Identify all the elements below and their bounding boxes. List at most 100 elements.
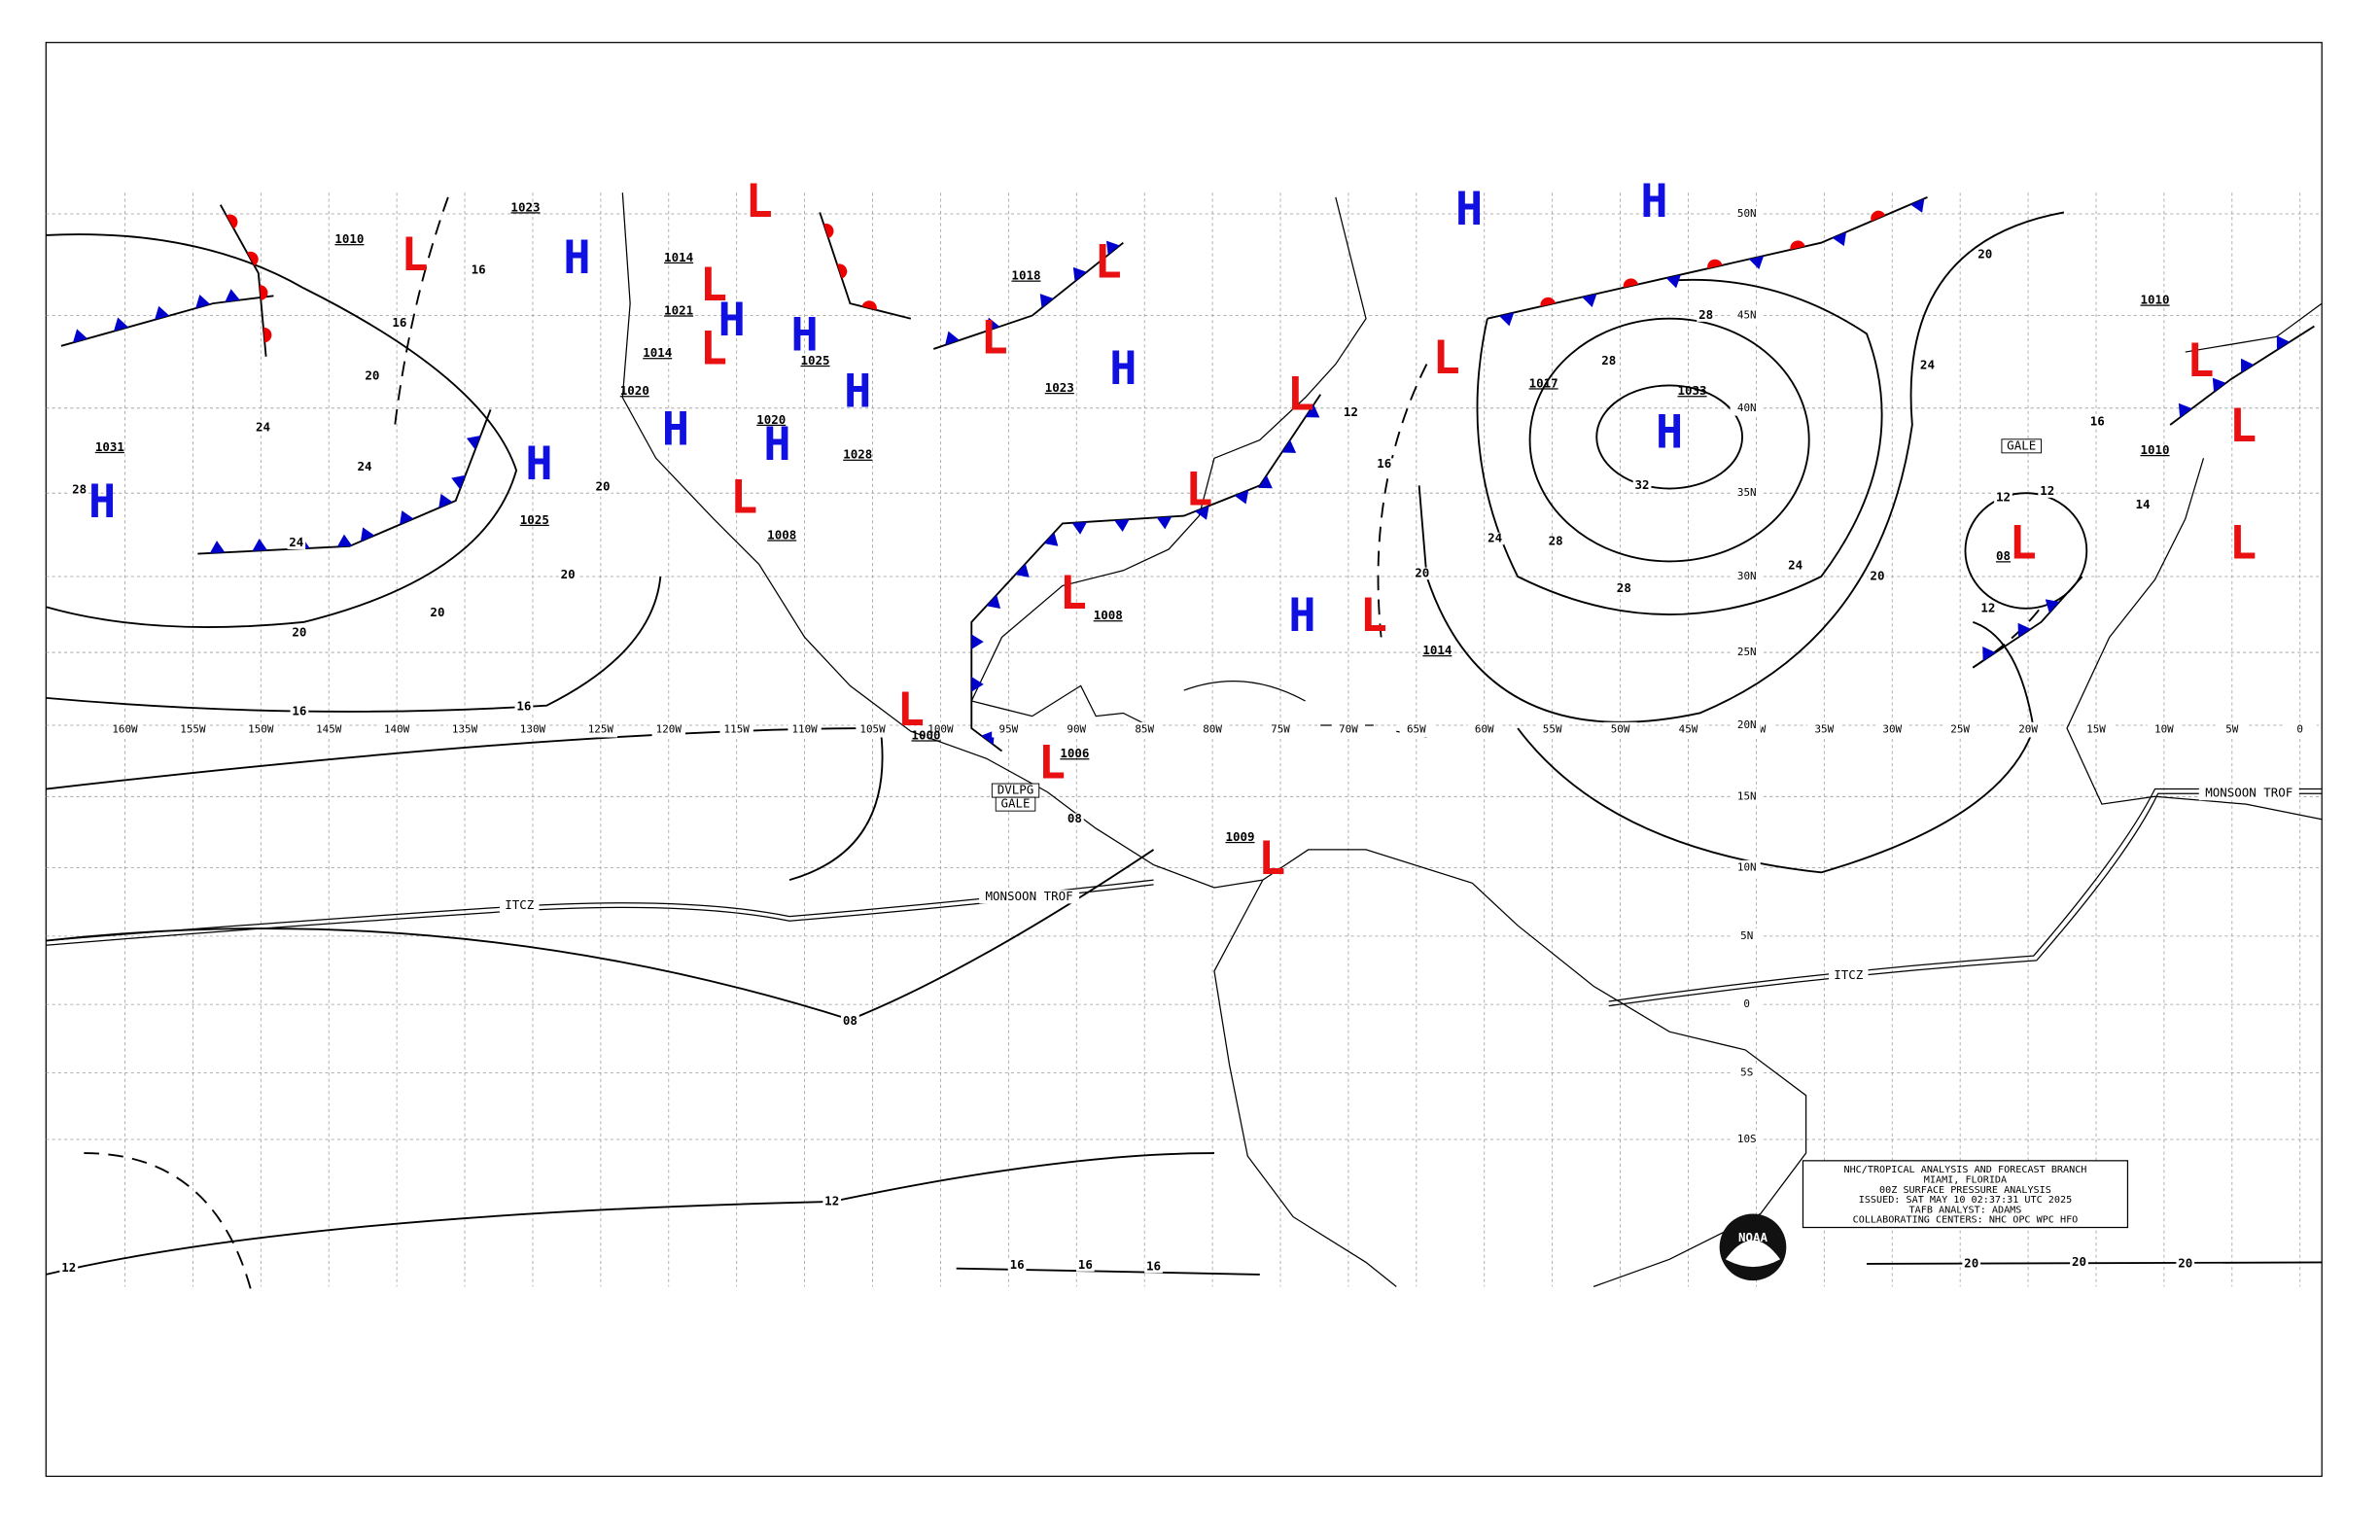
lat-label: 40N — [1737, 402, 1757, 414]
central-pressure: 1025 — [801, 353, 830, 368]
cold-front-symbol — [1748, 256, 1765, 270]
pressure-center-symbol: L — [700, 324, 727, 376]
lat-label: 0 — [1743, 998, 1750, 1010]
lon-label-box — [1331, 721, 1366, 738]
lon-label-box — [379, 721, 414, 738]
isobar-label: 28 — [1549, 534, 1563, 548]
central-pressure: 1020 — [756, 412, 786, 427]
isobar-label: 24 — [1488, 531, 1502, 545]
lat-label: 5N — [1740, 929, 1753, 942]
cold-front-symbol — [225, 289, 240, 302]
lat-label-box — [1730, 788, 1761, 805]
isobar-label: 08 — [843, 1013, 858, 1028]
lon-label: 135W — [452, 723, 478, 736]
warm-front-symbol — [259, 285, 268, 300]
lon-label-box — [447, 721, 482, 738]
warm-front-symbol — [1540, 297, 1556, 307]
cold-front-symbol — [2212, 377, 2226, 393]
warm-front-symbol — [262, 327, 272, 343]
isobar-label: 14 — [2136, 497, 2151, 511]
lon-label-box — [1128, 721, 1162, 738]
lat-label: 25N — [1737, 646, 1757, 658]
pressure-center-symbol: L — [2187, 335, 2214, 388]
cold-front-symbol — [981, 730, 995, 745]
lon-label: 90W — [1067, 723, 1086, 736]
cold-front-symbol — [1071, 521, 1088, 535]
lon-label: 70W — [1339, 723, 1358, 736]
info-box: NOAA — [1719, 1160, 2129, 1281]
central-pressure: 1006 — [1060, 746, 1089, 760]
isobar-label-box — [2087, 415, 2107, 429]
cold-front-symbol — [1156, 516, 1172, 530]
central-pressure: 1008 — [1094, 608, 1123, 622]
pressure-center-symbol: H — [718, 295, 746, 347]
lat-label: 15N — [1737, 789, 1757, 802]
isobar-label-box — [1144, 1260, 1163, 1274]
pressure-center-symbol: H — [844, 366, 871, 418]
pressure-center-symbol: L — [897, 684, 925, 737]
lat-label-box — [1730, 928, 1761, 944]
lon-label-box — [2011, 721, 2046, 738]
lon-label: 155W — [180, 723, 206, 736]
lon-label: 50W — [1611, 723, 1630, 736]
lon-label: 160W — [112, 723, 138, 736]
central-pressure: 1025 — [520, 512, 549, 527]
lon-label-box — [924, 721, 958, 738]
itcz-band — [46, 879, 1154, 946]
cold-front-symbol — [1305, 404, 1320, 418]
warm-front-symbol — [247, 251, 259, 266]
cold-front-symbol — [1195, 506, 1209, 520]
lon-label: 5W — [2225, 723, 2239, 736]
isobar-label-box — [2176, 1257, 2195, 1271]
lat-label-box — [1730, 206, 1761, 222]
isobar-label: 12 — [1996, 489, 2011, 504]
central-pressure: 1010 — [334, 231, 364, 246]
isobar-label: 20 — [2178, 1255, 2192, 1270]
coast-gulf — [970, 196, 1367, 729]
front-line — [1972, 576, 2083, 669]
isobar-label-box — [1007, 1259, 1027, 1272]
cold-front-symbol — [2017, 622, 2031, 638]
isobar-label-box — [469, 263, 488, 277]
lat-label: 50N — [1737, 207, 1757, 220]
pressure-center-symbol: L — [1258, 833, 1285, 886]
lat-label-box — [1730, 718, 1761, 733]
central-pressure: 1014 — [664, 250, 693, 264]
isobar-label: 12 — [824, 1193, 839, 1208]
isobar-label: 24 — [1920, 358, 1935, 372]
lon-label-box — [515, 721, 550, 738]
isobar-label-box — [1994, 491, 2012, 505]
cold-front-symbol — [1499, 312, 1515, 327]
lat-label-box — [1730, 400, 1761, 416]
feature-label: GALE — [1001, 796, 1031, 811]
isobar-label-box — [1786, 559, 1805, 573]
isobar — [1517, 620, 2035, 874]
lon-label: 60W — [1475, 723, 1494, 736]
warm-front-symbol — [823, 223, 834, 239]
isobar-label: 16 — [292, 703, 306, 718]
lon-label-box — [244, 721, 278, 738]
lon-label-box — [312, 721, 346, 738]
isobar-label: 20 — [596, 478, 611, 493]
pressure-center-symbol: L — [981, 313, 1008, 366]
central-pressure: 1000 — [911, 727, 940, 742]
isobar-label: 16 — [1146, 1259, 1161, 1274]
central-pressure: 1009 — [1225, 829, 1254, 844]
cold-front-symbol — [1665, 274, 1681, 289]
pressure-center-symbol: H — [563, 232, 590, 285]
lon-label-box — [1467, 721, 1501, 738]
pressure-center-symbol: L — [1185, 465, 1212, 517]
warm-front-symbol — [1871, 210, 1886, 222]
warm-front-symbol — [1623, 278, 1639, 288]
warm-front-symbol — [1707, 259, 1723, 269]
central-pressure: 1010 — [2141, 292, 2170, 306]
pressure-center-symbol: H — [662, 403, 689, 456]
lat-label: 10N — [1737, 861, 1757, 874]
isobar-label: 08 — [1068, 811, 1082, 825]
lon-label-box — [856, 721, 890, 738]
info-box-line: NHC/TROPICAL ANALYSIS AND FORECAST BRANC… — [1843, 1165, 2086, 1175]
cold-front-symbol — [1982, 647, 1996, 661]
trough — [1377, 364, 1428, 638]
lon-label-box — [2147, 721, 2182, 738]
pressure-center-symbol: H — [1109, 343, 1137, 396]
